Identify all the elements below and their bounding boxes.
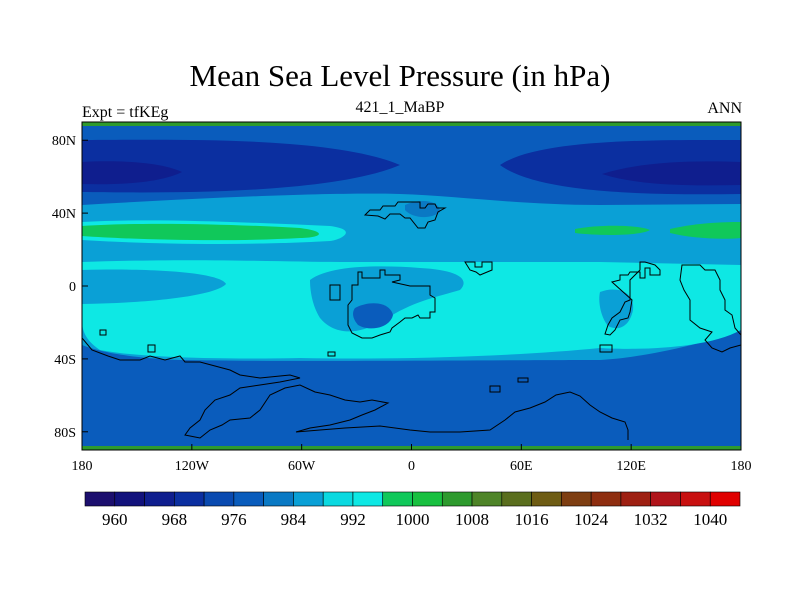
run-label: 421_1_MaBP <box>355 99 445 116</box>
colorbar-swatch <box>441 491 473 507</box>
colorbar-swatch <box>680 491 711 507</box>
colorbar-swatch <box>382 491 413 507</box>
colorbar-swatch <box>144 491 175 507</box>
small-islands-b <box>99 329 336 357</box>
colorbar-label: 976 <box>221 510 247 529</box>
y-tick-label: 40S <box>54 353 76 368</box>
colorbar-label: 1040 <box>693 510 727 529</box>
x-tick-label: 120W <box>175 459 210 474</box>
colorbar-swatch <box>84 491 116 507</box>
colorbar-label: 968 <box>162 510 188 529</box>
colorbar-label: 1032 <box>634 510 668 529</box>
continent-outlines <box>82 201 741 440</box>
y-axis: 80N 40N 0 40S 80S <box>52 134 88 441</box>
colorbar-swatch <box>352 491 384 507</box>
colorbar-label: 1024 <box>574 510 609 529</box>
y-tick-label: 0 <box>69 280 76 295</box>
x-tick-label: 120E <box>616 459 646 474</box>
colorbar-swatch <box>263 491 294 507</box>
x-axis: 180 120W 60W 0 60E 120E 180 <box>72 444 752 474</box>
colorbar-swatch <box>412 491 443 507</box>
experiment-label: Expt = tfKEg <box>82 104 169 121</box>
x-tick-label: 60E <box>510 459 533 474</box>
colorbar-label: 1008 <box>455 510 489 529</box>
x-tick-label: 0 <box>408 459 415 474</box>
colorbar-swatch <box>174 491 205 507</box>
colorbar-label: 960 <box>102 510 128 529</box>
colorbar-swatch <box>203 491 235 507</box>
contour-fill-layer <box>82 122 741 450</box>
colorbar-swatch <box>561 491 592 507</box>
colorbar-swatch <box>531 491 562 507</box>
colorbar-label: 1000 <box>396 510 430 529</box>
colorbar-label: 992 <box>340 510 366 529</box>
east-continent-outline <box>599 261 661 353</box>
x-tick-label: 180 <box>731 459 752 474</box>
colorbar-swatch <box>322 491 354 507</box>
colorbar: 960 968 976 984 992 1000 1008 1016 1024 1032 1040 <box>84 491 741 529</box>
colorbar-swatch <box>620 491 651 507</box>
small-island-a <box>464 261 493 276</box>
colorbar-swatch <box>650 491 681 507</box>
central-continent-outline <box>329 269 436 339</box>
x-tick-label: 180 <box>72 459 93 474</box>
colorbar-swatch <box>233 491 264 507</box>
north-low-west-core <box>82 161 182 185</box>
y-tick-label: 80N <box>52 134 76 149</box>
pacific-high-gap <box>82 269 226 304</box>
season-label: ANN <box>707 100 742 117</box>
north-low-west-outer <box>82 139 400 193</box>
y-tick-label: 80S <box>54 426 76 441</box>
colorbar-swatch <box>709 491 741 507</box>
subtropical-high-west <box>82 223 319 241</box>
small-islands-south <box>489 377 529 393</box>
subtropical-high-east-b <box>670 222 741 239</box>
north-edge-band <box>82 122 741 126</box>
northern-continent-outline <box>363 201 447 229</box>
subtropical-high-east-a <box>575 225 650 235</box>
colorbar-swatch <box>501 491 532 507</box>
colorbar-label: 1016 <box>515 510 549 529</box>
x-tick-label: 60W <box>288 459 316 474</box>
colorbar-swatch <box>293 491 324 507</box>
continent-low-core <box>353 303 393 329</box>
colorbar-label: 984 <box>281 510 307 529</box>
colorbar-swatch <box>590 491 622 507</box>
colorbar-swatch <box>471 491 503 507</box>
far-east-continent-outline <box>679 264 741 353</box>
chart-title: Mean Sea Level Pressure (in hPa) <box>189 58 611 93</box>
north-low-east-core <box>602 161 741 186</box>
tropical-region <box>82 260 741 359</box>
colorbar-swatch <box>114 491 145 507</box>
north-continent-low <box>405 200 440 218</box>
y-tick-label: 40N <box>52 207 76 222</box>
antarctic-outline <box>82 337 629 440</box>
southern-subpolar-band <box>82 360 741 446</box>
